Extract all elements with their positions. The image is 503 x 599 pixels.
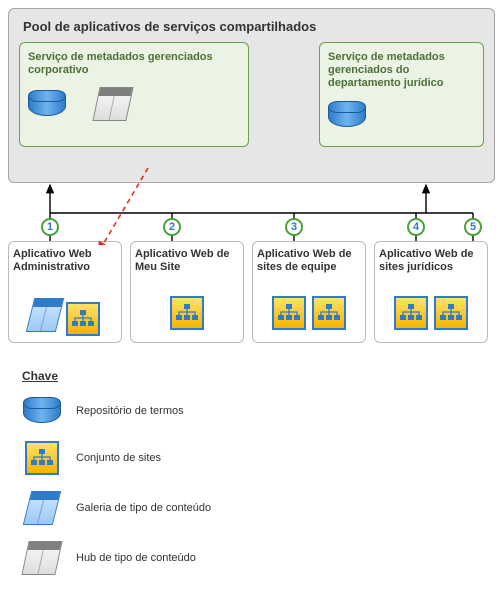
circle-4: 4 (407, 218, 425, 236)
site-collection-icon (272, 296, 306, 330)
legend-row-site-collection: Conjunto de sites (22, 441, 495, 475)
site-collection-icon (25, 441, 59, 475)
app-icons (257, 296, 361, 330)
content-type-gallery-icon (26, 298, 64, 332)
legend-title: Chave (22, 369, 495, 383)
service-pool-box: Pool de aplicativos de serviços comparti… (8, 8, 495, 183)
app-icons (13, 296, 117, 336)
term-store-icon (28, 90, 66, 118)
app-admin: Aplicativo Web Administrativo (8, 241, 122, 343)
content-type-hub-icon (92, 87, 133, 121)
legend-row-content-type-gallery: Galeria de tipo de conteúdo (22, 491, 495, 525)
service-label: Serviço de metadados gerenciados corpora… (28, 51, 240, 77)
pool-title: Pool de aplicativos de serviços comparti… (23, 19, 484, 34)
app-legal-sites: Aplicativo Web de sites jurídicos (374, 241, 488, 343)
legend-label: Hub de tipo de conteúdo (76, 552, 196, 564)
site-collection-icon (170, 296, 204, 330)
app-label: Aplicativo Web de sites jurídicos (379, 248, 483, 288)
service-legal-metadata: Serviço de metadados gerenciados do depa… (319, 42, 484, 147)
app-icons (135, 296, 239, 330)
circle-5: 5 (464, 218, 482, 236)
service-label: Serviço de metadados gerenciados do depa… (328, 51, 475, 91)
circle-1: 1 (41, 218, 59, 236)
app-team-sites: Aplicativo Web de sites de equipe (252, 241, 366, 343)
circle-3: 3 (285, 218, 303, 236)
legend: Chave Repositório de termos Conjunto de … (22, 369, 495, 575)
site-collection-icon (312, 296, 346, 330)
site-collection-icon (394, 296, 428, 330)
term-store-icon (328, 101, 366, 129)
term-store-icon (23, 397, 61, 425)
legend-label: Conjunto de sites (76, 452, 161, 464)
content-type-hub-icon (21, 541, 62, 575)
service-icons (28, 87, 240, 121)
site-collection-icon (66, 302, 100, 336)
legend-label: Galeria de tipo de conteúdo (76, 502, 211, 514)
app-mysite: Aplicativo Web de Meu Site (130, 241, 244, 343)
legend-row-content-type-hub: Hub de tipo de conteúdo (22, 541, 495, 575)
legend-row-term-store: Repositório de termos (22, 397, 495, 425)
services-row: Serviço de metadados gerenciados corpora… (19, 42, 484, 147)
web-apps-row: Aplicativo Web Administrativo Aplicativo… (8, 241, 495, 343)
service-icons (328, 101, 475, 129)
site-collection-icon (434, 296, 468, 330)
service-corporate-metadata: Serviço de metadados gerenciados corpora… (19, 42, 249, 147)
legend-label: Repositório de termos (76, 405, 184, 417)
content-type-gallery-icon (23, 491, 61, 525)
app-label: Aplicativo Web de sites de equipe (257, 248, 361, 288)
circle-2: 2 (163, 218, 181, 236)
app-label: Aplicativo Web Administrativo (13, 248, 117, 288)
connectors: 1 2 3 4 5 (8, 183, 495, 241)
app-label: Aplicativo Web de Meu Site (135, 248, 239, 288)
app-icons (379, 296, 483, 330)
